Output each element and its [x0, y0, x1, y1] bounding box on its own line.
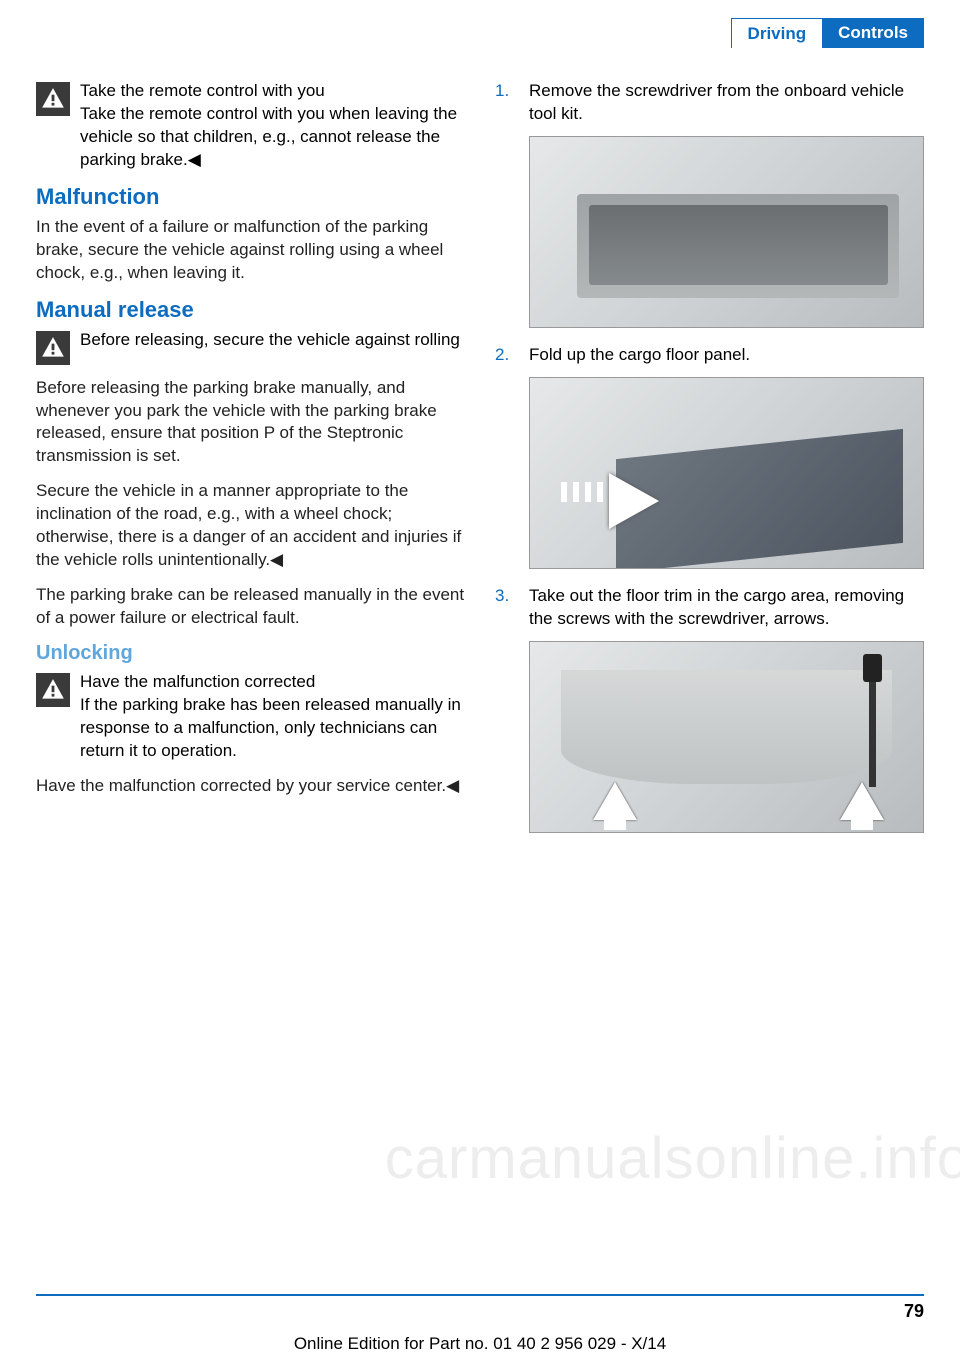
page-content: Take the remote control with you Take th…	[36, 80, 924, 849]
footer-divider	[36, 1294, 924, 1296]
warning-block: Before releasing, secure the vehicle aga…	[36, 329, 465, 365]
manual-p1: Before releasing the parking brake manua…	[36, 377, 465, 469]
right-column: 1. Remove the screwdriver from the onboa…	[495, 80, 924, 849]
step-text: Fold up the cargo floor panel.	[529, 344, 924, 367]
header-chapter: Controls	[822, 18, 924, 48]
step-2: 2. Fold up the cargo floor panel.	[495, 344, 924, 367]
footer-text: Online Edition for Part no. 01 40 2 956 …	[0, 1334, 960, 1354]
image-tool-kit	[529, 136, 924, 328]
step-3: 3. Take out the floor trim in the cargo …	[495, 585, 924, 631]
step-number: 2.	[495, 344, 515, 367]
watermark: carmanualsonline.info	[385, 1125, 960, 1192]
unlock-text: Have the malfunction corrected by your s…	[36, 775, 465, 798]
header-section: Driving	[731, 18, 823, 48]
warning-icon	[36, 82, 70, 116]
manual-p2: Secure the vehicle in a manner appropria…	[36, 480, 465, 572]
warning-body: Take the remote control with you when le…	[80, 104, 457, 169]
warning-text: Have the malfunction corrected If the pa…	[80, 671, 465, 763]
step-number: 1.	[495, 80, 515, 126]
step-text: Take out the floor trim in the cargo are…	[529, 585, 924, 631]
warning-icon	[36, 331, 70, 365]
warning-block: Take the remote control with you Take th…	[36, 80, 465, 172]
heading-malfunction: Malfunction	[36, 184, 465, 210]
left-column: Take the remote control with you Take th…	[36, 80, 465, 849]
warning-title: Have the malfunction corrected	[80, 672, 315, 691]
warning-body: If the parking brake has been released m…	[80, 695, 461, 760]
image-cargo-floor	[529, 377, 924, 569]
warning-text: Before releasing, secure the vehicle aga…	[80, 329, 460, 365]
step-number: 3.	[495, 585, 515, 631]
page-number: 79	[904, 1301, 924, 1322]
malfunction-text: In the event of a failure or malfunction…	[36, 216, 465, 285]
step-1: 1. Remove the screwdriver from the onboa…	[495, 80, 924, 126]
manual-p3: The parking brake can be released manual…	[36, 584, 465, 630]
warning-block: Have the malfunction corrected If the pa…	[36, 671, 465, 763]
step-text: Remove the screwdriver from the onboard …	[529, 80, 924, 126]
heading-manual-release: Manual release	[36, 297, 465, 323]
warning-title: Before releasing, secure the vehicle aga…	[80, 330, 460, 349]
warning-text: Take the remote control with you Take th…	[80, 80, 465, 172]
image-floor-trim	[529, 641, 924, 833]
warning-title: Take the remote control with you	[80, 81, 325, 100]
warning-icon	[36, 673, 70, 707]
page-header: Driving Controls	[731, 18, 924, 48]
heading-unlocking: Unlocking	[36, 642, 465, 665]
